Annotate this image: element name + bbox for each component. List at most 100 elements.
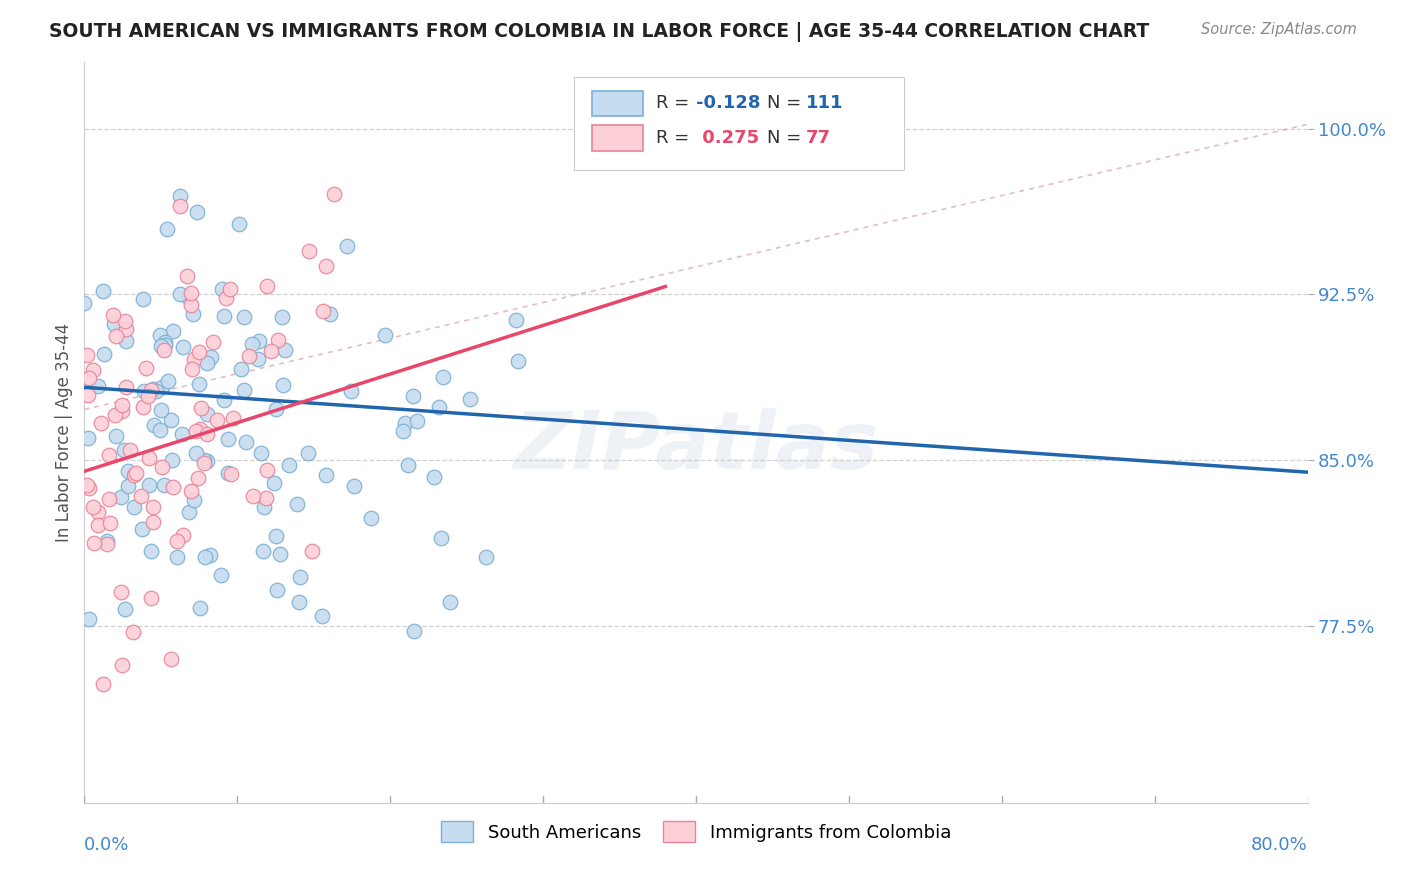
Point — [200, 350, 222, 364]
Point — [195, 454, 218, 468]
Point — [142, 500, 165, 514]
Point — [138, 478, 160, 492]
Point — [83, 536, 105, 550]
Point — [73, 296, 96, 310]
Point — [172, 340, 194, 354]
Text: ZIPatlas: ZIPatlas — [513, 409, 879, 486]
Point — [249, 446, 271, 460]
Point — [186, 205, 208, 219]
Point — [169, 286, 191, 301]
Point — [183, 493, 205, 508]
Point — [269, 547, 291, 561]
FancyBboxPatch shape — [592, 91, 644, 117]
Point — [439, 594, 461, 608]
Text: -0.128: -0.128 — [696, 95, 761, 112]
Point — [186, 446, 208, 460]
Point — [170, 427, 193, 442]
Point — [374, 327, 396, 342]
Point — [260, 344, 283, 359]
Point — [198, 549, 221, 563]
Point — [194, 550, 217, 565]
Point — [187, 470, 209, 484]
Text: N =: N = — [766, 129, 807, 147]
Point — [169, 189, 191, 203]
Point — [77, 388, 100, 402]
Point — [160, 652, 183, 666]
Point — [148, 328, 170, 343]
Point — [98, 491, 121, 506]
Point — [271, 378, 294, 392]
Point — [238, 350, 260, 364]
Point — [235, 435, 257, 450]
Point — [252, 544, 274, 558]
Text: Source: ZipAtlas.com: Source: ZipAtlas.com — [1201, 22, 1357, 37]
Point — [136, 389, 159, 403]
Point — [254, 491, 277, 505]
Point — [150, 459, 173, 474]
Point — [132, 384, 155, 398]
Point — [110, 658, 132, 673]
Point — [139, 383, 162, 397]
Point — [211, 282, 233, 296]
Point — [319, 307, 342, 321]
Point — [392, 425, 415, 439]
Point — [219, 467, 242, 481]
Point — [242, 489, 264, 503]
Point — [114, 602, 136, 616]
Text: 77: 77 — [806, 129, 831, 147]
Point — [205, 413, 228, 427]
Point — [340, 384, 363, 398]
FancyBboxPatch shape — [592, 126, 644, 152]
Legend: South Americans, Immigrants from Colombia: South Americans, Immigrants from Colombi… — [433, 814, 959, 849]
Point — [264, 528, 287, 542]
Point — [162, 324, 184, 338]
Point — [180, 298, 202, 312]
Point — [233, 383, 256, 397]
Text: 0.0%: 0.0% — [84, 836, 129, 855]
Point — [193, 456, 215, 470]
Point — [315, 467, 337, 482]
Text: R =: R = — [655, 129, 695, 147]
Point — [111, 398, 134, 412]
Point — [79, 371, 101, 385]
Point — [122, 467, 145, 482]
Point — [263, 475, 285, 490]
Point — [301, 543, 323, 558]
Point — [156, 374, 179, 388]
Point — [97, 449, 120, 463]
Point — [125, 466, 148, 480]
Point — [150, 338, 173, 352]
Point — [76, 348, 98, 362]
Point — [285, 497, 308, 511]
Point — [315, 259, 337, 273]
Point — [166, 550, 188, 565]
Point — [156, 222, 179, 236]
Point — [475, 549, 498, 564]
Point — [98, 516, 121, 530]
Point — [183, 351, 205, 366]
Point — [87, 505, 110, 519]
Point — [217, 466, 239, 480]
Point — [87, 379, 110, 393]
Point — [115, 380, 138, 394]
Point — [179, 505, 201, 519]
Point — [110, 584, 132, 599]
Point — [93, 347, 115, 361]
Point — [76, 478, 98, 492]
Point — [131, 292, 153, 306]
Point — [169, 199, 191, 213]
Point — [91, 284, 114, 298]
Point — [172, 527, 194, 541]
Point — [288, 570, 311, 584]
Text: N =: N = — [766, 95, 807, 112]
Point — [129, 490, 152, 504]
Point — [288, 595, 311, 609]
Point — [195, 356, 218, 370]
Point — [82, 500, 104, 514]
Point — [432, 370, 454, 384]
Point — [266, 333, 288, 347]
Point — [360, 511, 382, 525]
Point — [77, 481, 100, 495]
Point — [76, 431, 98, 445]
Point — [181, 362, 204, 376]
